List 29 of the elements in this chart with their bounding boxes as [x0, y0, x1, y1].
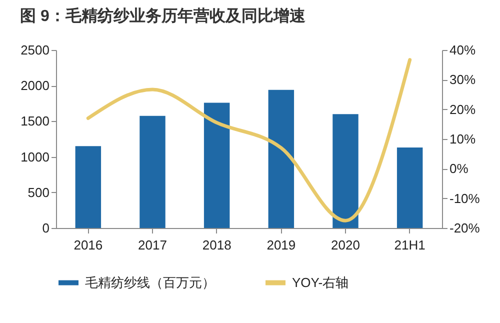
x-tick-label: 21H1 — [394, 238, 426, 252]
y2-tick-label: -20% — [450, 220, 480, 236]
y2-tick-label: 0% — [450, 161, 469, 176]
x-tick-label: 2020 — [331, 238, 360, 252]
y2-tick-label: 10% — [450, 132, 476, 146]
bar — [140, 116, 166, 228]
x-tick-label: 2019 — [266, 238, 296, 252]
x-tick-label: 2018 — [202, 238, 232, 252]
bar — [332, 114, 358, 228]
bar — [396, 148, 423, 228]
y-tick-label: 1500 — [20, 114, 50, 129]
x-tick-label: 2017 — [138, 238, 167, 252]
bar — [268, 90, 294, 228]
y-tick-label: 1000 — [20, 149, 50, 164]
legend-label: YOY-右轴 — [292, 274, 349, 290]
y-tick-label: 500 — [28, 184, 50, 200]
chart-title: 图 9：毛精纺纱业务历年营收及同比增速 — [20, 7, 306, 25]
y2-tick-label: -10% — [450, 190, 480, 206]
y2-tick-label: 40% — [450, 42, 476, 58]
line-series — [86, 58, 412, 222]
y-tick-label: 2000 — [20, 78, 50, 94]
y2-tick-label: 20% — [450, 102, 476, 117]
legend-label: 毛精纺纱线（百万元） — [85, 274, 215, 290]
y2-tick-label: 30% — [450, 72, 476, 88]
y-tick-label: 2500 — [20, 42, 50, 58]
y-tick-label: 0 — [42, 220, 50, 236]
bar — [75, 146, 102, 228]
bar — [204, 102, 230, 228]
x-tick-label: 2016 — [74, 238, 103, 252]
